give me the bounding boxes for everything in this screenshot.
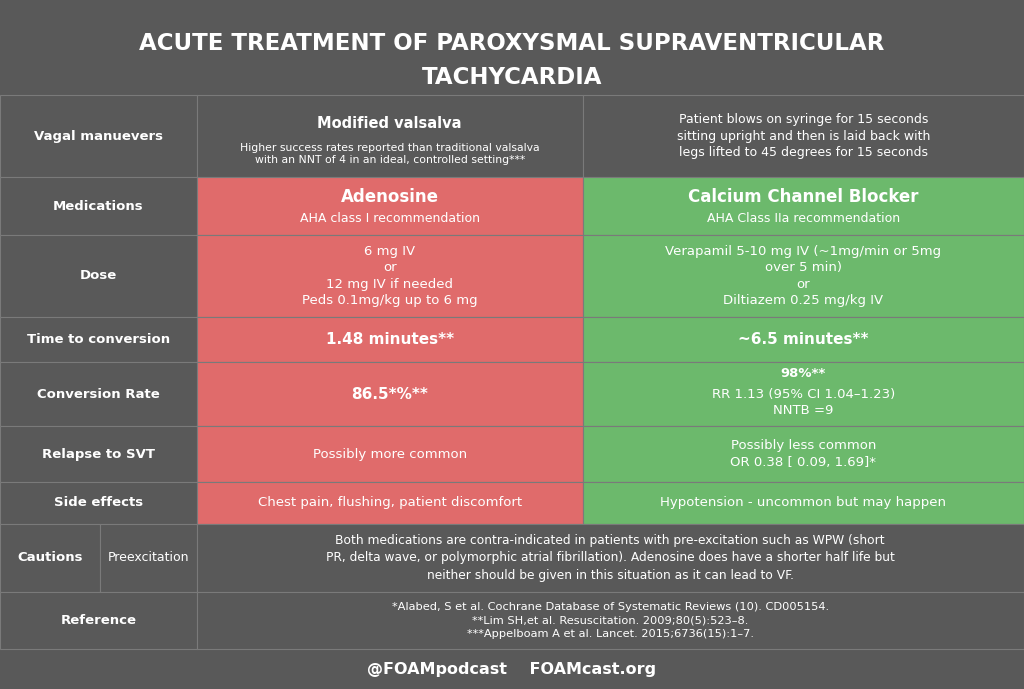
Bar <box>583 317 1024 362</box>
Text: *Alabed, S et al. Cochrane Database of Systematic Reviews (10). CD005154.
**Lim : *Alabed, S et al. Cochrane Database of S… <box>392 601 828 639</box>
Text: Conversion Rate: Conversion Rate <box>37 388 160 401</box>
Bar <box>0 362 197 426</box>
Text: Patient blows on syringe for 15 seconds
sitting upright and then is laid back wi: Patient blows on syringe for 15 seconds … <box>677 113 930 159</box>
Bar <box>583 362 1024 426</box>
Text: Chest pain, flushing, patient discomfort: Chest pain, flushing, patient discomfort <box>258 496 521 509</box>
Bar <box>197 426 583 482</box>
Bar <box>0 0 1024 95</box>
Text: @FOAMpodcast    FOAMcast.org: @FOAMpodcast FOAMcast.org <box>368 661 656 677</box>
Bar <box>0 482 197 524</box>
Bar <box>0 317 197 362</box>
Bar <box>0 177 197 235</box>
Text: Preexcitation: Preexcitation <box>108 551 189 564</box>
Bar <box>100 524 197 592</box>
Text: Calcium Channel Blocker: Calcium Channel Blocker <box>688 188 919 207</box>
Bar <box>0 524 100 592</box>
Text: Medications: Medications <box>53 200 143 212</box>
Bar <box>0 592 197 649</box>
Text: AHA class I recommendation: AHA class I recommendation <box>300 212 479 225</box>
Bar <box>583 235 1024 317</box>
Text: 1.48 minutes**: 1.48 minutes** <box>326 332 454 347</box>
Bar <box>197 592 1024 649</box>
Bar <box>0 235 197 317</box>
Text: Modified valsalva: Modified valsalva <box>317 116 462 132</box>
Text: Adenosine: Adenosine <box>341 188 438 207</box>
Bar <box>197 524 1024 592</box>
Bar <box>197 95 583 177</box>
Text: Relapse to SVT: Relapse to SVT <box>42 448 155 460</box>
Text: Reference: Reference <box>60 614 136 627</box>
Bar <box>0 426 197 482</box>
Text: Possibly less common
OR 0.38 [ 0.09, 1.69]*: Possibly less common OR 0.38 [ 0.09, 1.6… <box>730 440 877 469</box>
Text: ACUTE TREATMENT OF PAROXYSMAL SUPRAVENTRICULAR: ACUTE TREATMENT OF PAROXYSMAL SUPRAVENTR… <box>139 32 885 55</box>
Text: Verapamil 5-10 mg IV (~1mg/min or 5mg
over 5 min)
or
Diltiazem 0.25 mg/kg IV: Verapamil 5-10 mg IV (~1mg/min or 5mg ov… <box>666 245 941 307</box>
Text: Possibly more common: Possibly more common <box>312 448 467 460</box>
Bar <box>197 317 583 362</box>
Text: TACHYCARDIA: TACHYCARDIA <box>422 66 602 90</box>
Bar <box>197 235 583 317</box>
Bar <box>197 362 583 426</box>
Text: ~6.5 minutes**: ~6.5 minutes** <box>738 332 868 347</box>
Text: AHA Class IIa recommendation: AHA Class IIa recommendation <box>707 212 900 225</box>
Text: Hypotension - uncommon but may happen: Hypotension - uncommon but may happen <box>660 496 946 509</box>
Bar <box>583 426 1024 482</box>
Bar <box>583 177 1024 235</box>
Bar <box>197 482 583 524</box>
Text: 86.5*%**: 86.5*%** <box>351 387 428 402</box>
Bar <box>197 177 583 235</box>
Text: Higher success rates reported than traditional valsalva
with an NNT of 4 in an i: Higher success rates reported than tradi… <box>240 143 540 165</box>
Text: Dose: Dose <box>80 269 117 282</box>
Bar <box>583 95 1024 177</box>
Bar <box>583 482 1024 524</box>
Text: Cautions: Cautions <box>17 551 83 564</box>
Text: Side effects: Side effects <box>53 496 143 509</box>
Bar <box>0 95 197 177</box>
Text: 98%**: 98%** <box>780 367 826 380</box>
Text: Both medications are contra-indicated in patients with pre-excitation such as WP: Both medications are contra-indicated in… <box>326 534 895 582</box>
Bar <box>0 649 1024 689</box>
Text: 6 mg IV
or
12 mg IV if needed
Peds 0.1mg/kg up to 6 mg: 6 mg IV or 12 mg IV if needed Peds 0.1mg… <box>302 245 477 307</box>
Text: Vagal manuevers: Vagal manuevers <box>34 130 163 143</box>
Text: RR 1.13 (95% CI 1.04–1.23)
NNTB =9: RR 1.13 (95% CI 1.04–1.23) NNTB =9 <box>712 388 895 417</box>
Text: Time to conversion: Time to conversion <box>27 333 170 346</box>
